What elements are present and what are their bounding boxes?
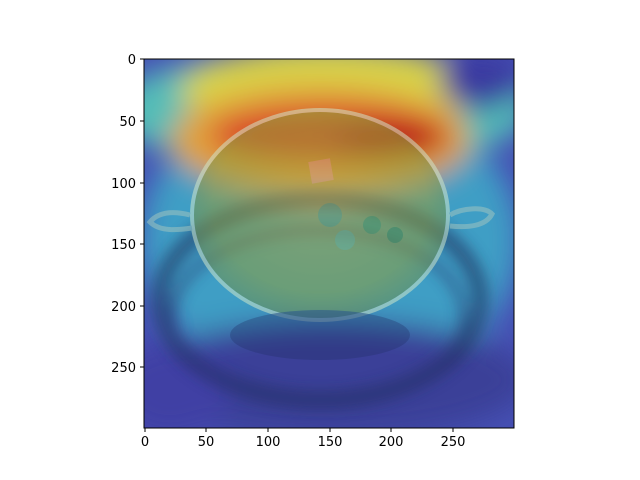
y-tick-label: 200 xyxy=(111,300,136,315)
x-tick-label: 50 xyxy=(198,435,215,450)
x-tick-label: 250 xyxy=(441,435,466,450)
x-tick-label: 0 xyxy=(141,435,149,450)
y-tick-label: 150 xyxy=(111,238,136,253)
x-tick-label: 100 xyxy=(256,435,281,450)
y-tick-label: 0 xyxy=(128,53,136,68)
x-axis xyxy=(144,428,454,432)
y-tick-label: 50 xyxy=(119,115,136,130)
y-tick-label: 250 xyxy=(111,361,136,376)
heatmap-image xyxy=(144,59,514,428)
x-tick-label: 150 xyxy=(318,435,343,450)
x-tick-label: 200 xyxy=(379,435,404,450)
y-axis xyxy=(140,58,144,368)
y-tick-label: 100 xyxy=(111,177,136,192)
